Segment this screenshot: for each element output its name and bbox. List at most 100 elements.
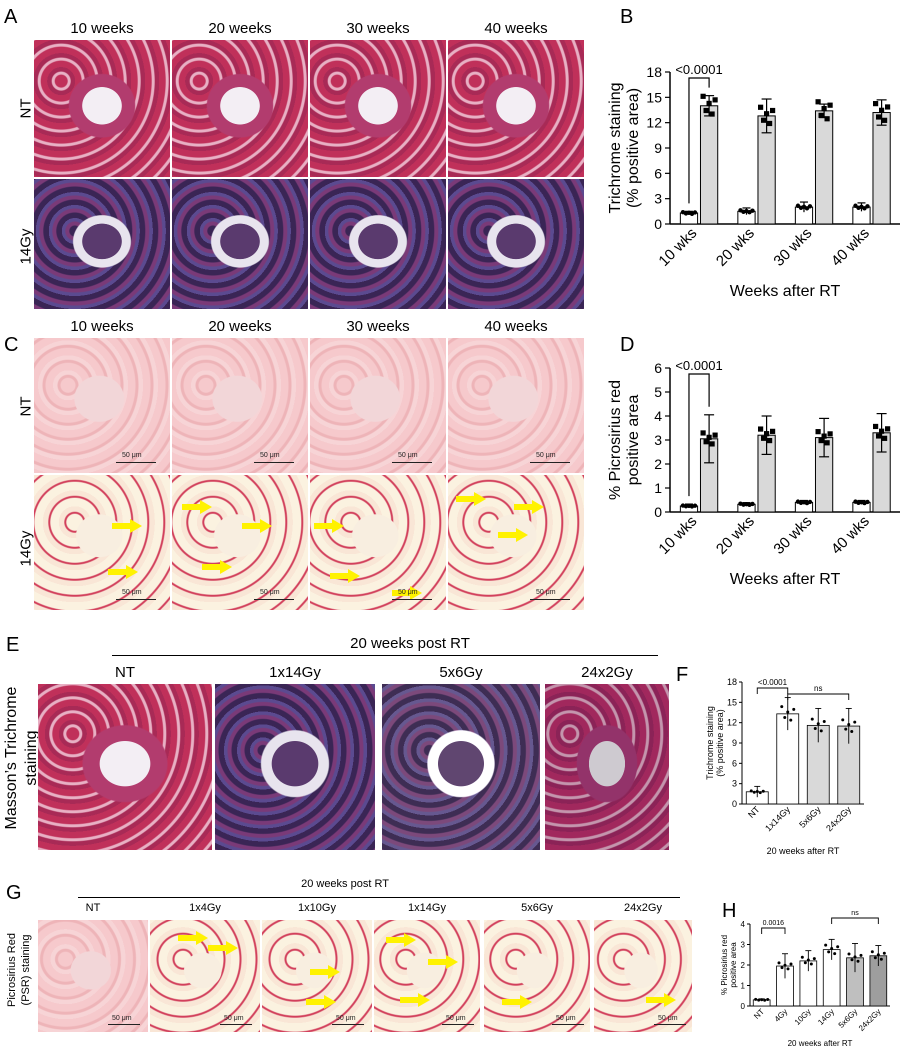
micrograph-trichrome-14gy-10wk: [34, 179, 170, 309]
data-point: [709, 111, 715, 117]
data-point: [815, 99, 821, 105]
x-tick-label: 4Gy: [773, 1007, 790, 1024]
micrograph-trichrome-nt-10wk: [34, 40, 170, 177]
y-axis-label-line: Trichrome staining: [705, 706, 715, 780]
y-tick-label: 3: [732, 779, 737, 789]
data-point: [752, 790, 756, 794]
data-point: [856, 959, 860, 963]
scale-bar: [116, 599, 156, 600]
micrograph-trichrome-14gy-30wk: [310, 179, 446, 309]
data-point: [882, 951, 886, 955]
data-point: [876, 114, 882, 120]
scale-bar: [392, 599, 432, 600]
data-point: [750, 501, 755, 507]
data-point: [703, 107, 709, 114]
data-point: [692, 210, 698, 215]
x-tick-label: 10 wks: [655, 225, 700, 270]
micrograph-psr-nt-20wk: 50 μm: [172, 338, 308, 473]
scale-bar: [654, 1024, 686, 1025]
y-tick-label: 15: [727, 697, 737, 707]
side-label-line: Masson’s Trichrome: [3, 686, 20, 830]
micrograph-trichrome-5x6gy: [382, 684, 540, 850]
scale-bar: [254, 462, 294, 463]
data-point: [755, 790, 759, 794]
micrograph-psr-nt-40wk: 50 μm: [448, 338, 584, 473]
scale-label: 50 μm: [260, 589, 280, 596]
col-header: 1x14Gy: [269, 664, 321, 681]
scale-bar: [530, 462, 570, 463]
data-point: [712, 97, 718, 103]
significance-label: <0.0001: [675, 62, 722, 77]
y-axis-label-line: Trichrome staining: [607, 82, 624, 213]
data-point: [822, 719, 826, 723]
data-point: [706, 100, 712, 107]
data-point: [833, 952, 837, 956]
data-point: [853, 720, 857, 724]
panel-g-title-rule: [78, 897, 680, 898]
data-point: [789, 718, 793, 722]
scale-bar: [116, 462, 156, 463]
data-point: [783, 963, 787, 967]
micrograph-psr-1x4gy: 50 μm: [150, 920, 260, 1032]
scale-label: 50 μm: [224, 1015, 244, 1022]
y-tick-label: 9: [654, 140, 662, 156]
significance-bracket: [688, 77, 710, 204]
y-tick-label: 6: [732, 758, 737, 768]
x-tick-label: 30 wks: [770, 513, 815, 558]
y-axis-label-line: % Picrosirius red: [720, 935, 729, 995]
col-header: 40 weeks: [484, 20, 548, 37]
y-tick-label: 4: [654, 408, 662, 424]
data-point: [706, 434, 712, 440]
data-point: [700, 430, 706, 436]
micrograph-psr-14gy-20wk: 50 μm: [172, 475, 308, 610]
x-tick-label: NT: [752, 1007, 766, 1021]
data-point: [777, 961, 781, 965]
data-point: [824, 116, 830, 122]
data-point: [812, 957, 816, 961]
data-point: [821, 105, 827, 112]
data-point: [766, 998, 770, 1002]
scale-label: 50 μm: [398, 452, 418, 459]
y-tick-label: 18: [727, 677, 737, 687]
data-point: [749, 789, 753, 793]
data-point: [885, 426, 891, 432]
panel-e-title: 20 weeks post RT: [350, 635, 470, 652]
data-point: [700, 93, 706, 99]
data-point: [761, 435, 767, 441]
data-point: [885, 104, 891, 110]
data-point: [818, 437, 824, 444]
data-point: [844, 727, 848, 731]
y-axis-label-line: (% positive area): [625, 88, 642, 208]
col-header: 5x6Gy: [521, 902, 553, 914]
y-tick-label: 12: [646, 115, 662, 131]
scale-label: 50 μm: [122, 452, 142, 459]
x-tick-label: 5x6Gy: [797, 804, 823, 830]
y-tick-label: 0: [654, 216, 662, 232]
panel-letter-h: H: [722, 900, 737, 922]
data-point: [853, 955, 857, 959]
y-tick-label: 9: [732, 738, 737, 748]
panel-e-side-label: Masson’s Trichrome staining: [2, 678, 42, 838]
data-point: [815, 429, 821, 435]
col-header: 30 weeks: [346, 20, 410, 37]
scale-label: 50 μm: [336, 1015, 356, 1022]
data-point: [703, 439, 709, 445]
x-tick-label: 1x14Gy: [763, 804, 792, 833]
bar-rt: [699, 105, 719, 225]
scale-bar: [530, 599, 570, 600]
side-label-line: Picrosirius Red: [6, 933, 18, 1007]
data-point: [841, 718, 845, 722]
scale-bar: [332, 1024, 364, 1025]
micrograph-trichrome-nt-20wk: [172, 40, 308, 177]
data-point: [813, 727, 817, 731]
scale-bar: [254, 599, 294, 600]
data-point: [758, 104, 764, 110]
data-point: [876, 953, 880, 957]
significance-bracket: [756, 687, 789, 694]
y-axis-label: Trichrome staining(% positive area): [607, 82, 642, 213]
significance-bracket: [761, 927, 786, 934]
data-point: [750, 208, 755, 213]
x-tick-label: 14Gy: [816, 1007, 836, 1027]
y-tick-label: 3: [654, 191, 662, 207]
